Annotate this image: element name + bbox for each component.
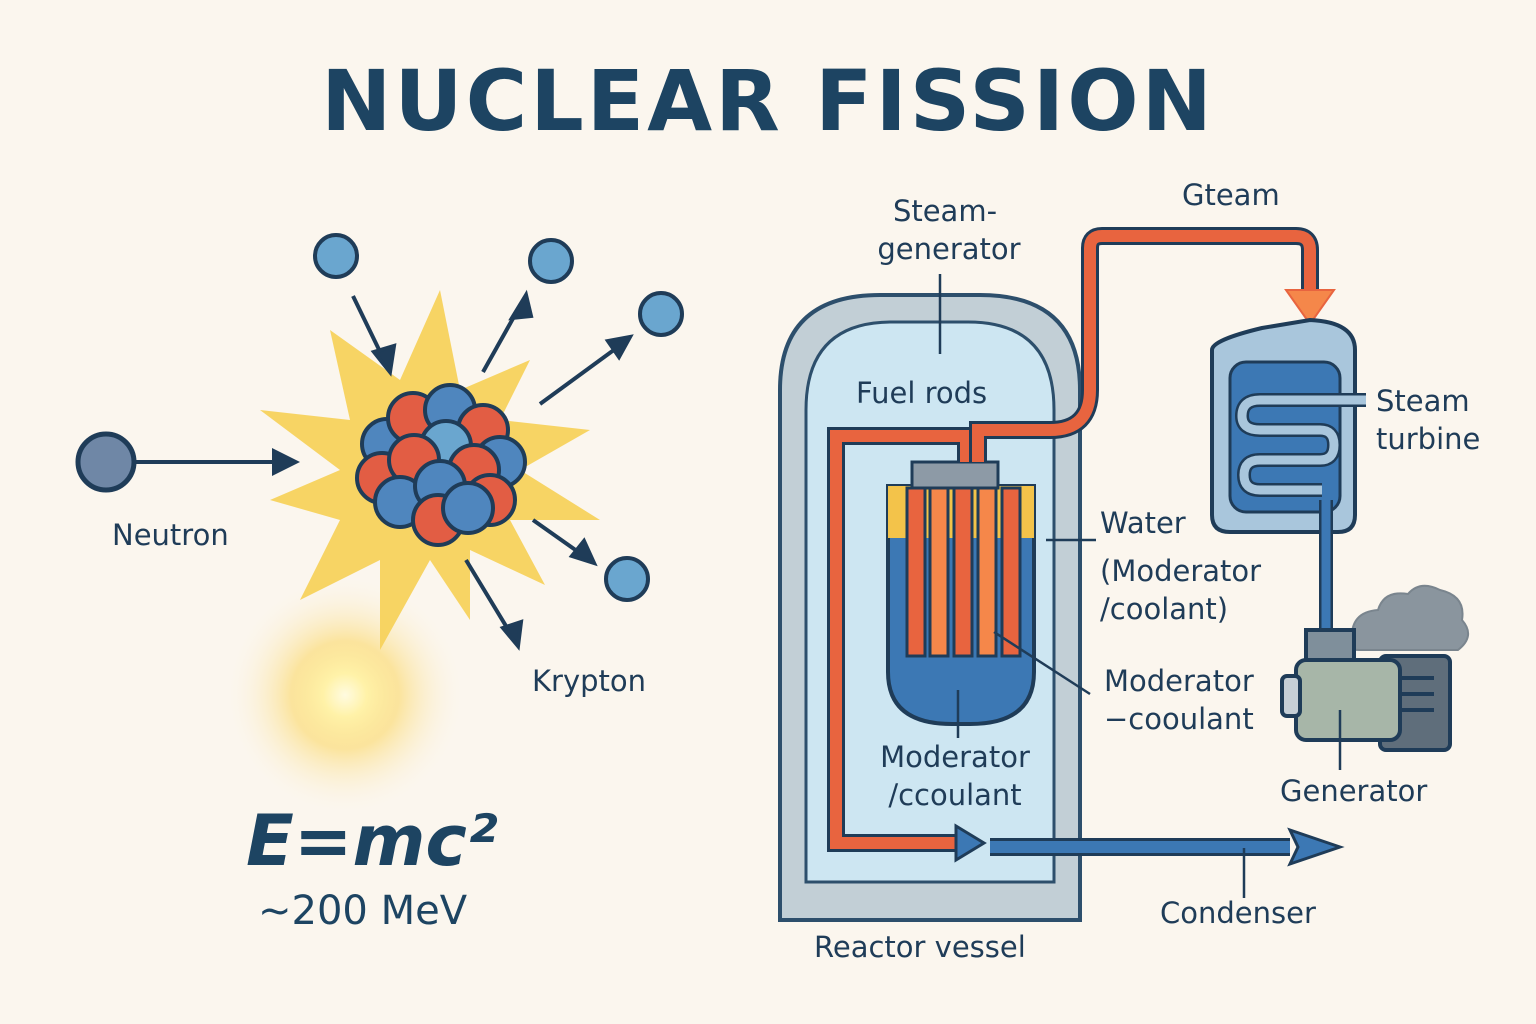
fuel-rod xyxy=(952,486,974,658)
water-label-line2: (Moderator xyxy=(1100,554,1262,588)
steam-label: Gteam xyxy=(1182,178,1280,212)
nucleus xyxy=(355,383,527,547)
loop-arrowhead xyxy=(954,823,987,863)
neutron-particle xyxy=(604,556,650,602)
moderator-coolant-label-line2: −cooulant xyxy=(1104,702,1254,736)
reactor-vessel-label: Reactor vessel xyxy=(814,930,1026,964)
fuel-rod xyxy=(1000,486,1022,658)
fuel-rod xyxy=(905,486,927,658)
energy-value: ~200 MeV xyxy=(258,888,468,934)
steam-turbine-label-line1: Steam xyxy=(1376,384,1470,418)
core-cap xyxy=(910,460,1000,490)
steam-generator-label-line2: generator xyxy=(877,232,1021,266)
reactor-schematic xyxy=(778,227,1469,922)
core-moderator-label-line2: /ccoulant xyxy=(888,778,1022,812)
neutron-particle xyxy=(528,238,574,284)
fission-illustration xyxy=(75,233,684,815)
cloud xyxy=(1348,584,1469,651)
formula: E=mc² xyxy=(246,800,498,882)
steam-generator-label-line1: Steam- xyxy=(892,194,998,228)
energy-glow xyxy=(225,575,465,815)
page-title: NUCLEAR FISSION xyxy=(321,52,1215,150)
neutron-label: Neutron xyxy=(112,518,229,552)
water-label-line3: /coolant) xyxy=(1100,592,1229,626)
emission-arrows xyxy=(351,289,634,651)
generator-label: Generator xyxy=(1280,774,1428,808)
emitted-neutrons xyxy=(313,233,684,602)
leader-lines xyxy=(938,274,1342,898)
neutron-arrowhead xyxy=(272,448,300,476)
core-moderator-label-line1: Moderator xyxy=(880,740,1030,774)
moderator-coolant-label-line1: Moderator xyxy=(1104,664,1254,698)
condenser-arrowhead xyxy=(1287,827,1345,867)
neutron-particle xyxy=(313,233,359,279)
steam-arrowhead xyxy=(1284,289,1336,326)
water-label-line1: Water xyxy=(1100,506,1186,540)
generator xyxy=(1280,628,1452,752)
steam-turbine-label-line2: turbine xyxy=(1376,422,1481,456)
fuel-rod xyxy=(928,486,950,658)
condenser-label: Condenser xyxy=(1160,896,1316,930)
krypton-label: Krypton xyxy=(532,664,647,698)
fuel-rods-label: Fuel rods xyxy=(856,376,988,410)
fuel-rods xyxy=(905,486,1022,658)
neutron-particle xyxy=(638,291,684,337)
incoming-neutron xyxy=(75,431,137,493)
fuel-rod xyxy=(976,486,998,658)
